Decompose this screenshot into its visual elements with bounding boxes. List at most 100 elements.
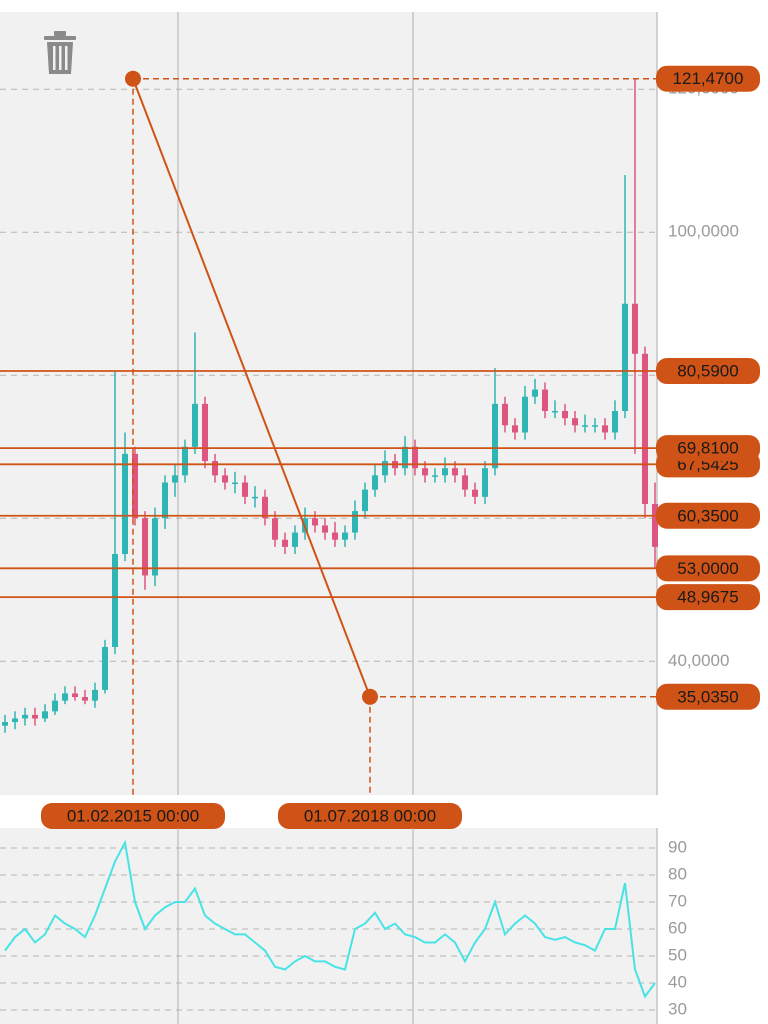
candle-body: [492, 403, 498, 469]
candle-body: [52, 700, 58, 712]
candle-body: [132, 453, 138, 519]
price-pill: [656, 435, 760, 462]
candle-body: [512, 425, 518, 433]
candle-body: [442, 468, 448, 476]
candle-body: [82, 697, 88, 701]
candle-body: [162, 482, 168, 519]
date-pill: [41, 803, 225, 829]
candle-body: [322, 525, 328, 533]
candle-body: [152, 518, 158, 576]
candle-body: [332, 532, 338, 540]
candle-body: [362, 489, 368, 512]
candle-body: [642, 353, 648, 504]
price-pill: [656, 502, 760, 529]
candle-body: [452, 468, 458, 476]
candle-body: [372, 475, 378, 490]
chart-layer: 40,000060,000080,0000100,0000120,000080,…: [0, 12, 760, 1024]
candle-body: [122, 453, 128, 555]
candle-body: [592, 425, 598, 427]
date-pill-label: 01.07.2018 00:00: [304, 806, 436, 825]
candle-body: [282, 539, 288, 547]
candle-body: [242, 482, 248, 497]
trash-icon[interactable]: [44, 31, 76, 74]
price-pill: [656, 683, 760, 710]
price-pill-label: 48,9675: [677, 588, 738, 607]
candle-body: [562, 411, 568, 419]
candle-body: [462, 475, 468, 490]
candle-body: [72, 693, 78, 698]
y-tick-label: 100,0000: [668, 222, 739, 241]
candle-body: [42, 711, 48, 719]
candle-body: [212, 461, 218, 476]
trendline: [132, 78, 371, 698]
y-tick-label: 30: [668, 999, 687, 1018]
candle-body: [412, 446, 418, 469]
candle-body: [262, 496, 268, 519]
candle-body: [22, 714, 28, 719]
candle-body: [532, 389, 538, 397]
price-pill: [656, 358, 760, 385]
price-pill-label: 53,0000: [677, 559, 738, 578]
candle-body: [192, 403, 198, 447]
date-pill-label: 01.02.2015 00:00: [67, 806, 199, 825]
y-tick-label: 60: [668, 918, 687, 937]
price-pill: [656, 555, 760, 582]
candle-body: [342, 532, 348, 540]
rsi-panel: [0, 828, 657, 1024]
candle-body: [222, 475, 228, 483]
candle-body: [352, 511, 358, 533]
price-pill-label: 60,3500: [677, 506, 738, 525]
y-tick-label: 50: [668, 945, 687, 964]
candle-body: [252, 496, 258, 499]
candle-body: [422, 468, 428, 476]
candle-body: [232, 482, 238, 485]
candle-body: [542, 389, 548, 412]
price-pill-label: 69,8100: [677, 439, 738, 458]
price-pill-label: 121,4700: [673, 69, 744, 88]
price-pill: [656, 584, 760, 611]
candle-body: [382, 461, 388, 476]
candle-body: [12, 718, 18, 723]
price-pill-label: 35,0350: [677, 687, 738, 706]
candle-body: [172, 475, 178, 483]
y-tick-label: 40: [668, 972, 687, 991]
candle-body: [582, 425, 588, 427]
y-tick-label: 40,0000: [668, 651, 729, 670]
candle-body: [312, 518, 318, 526]
candle-body: [62, 693, 68, 701]
candle-body: [292, 532, 298, 547]
price-panel: [0, 12, 657, 795]
trend-handle[interactable]: [125, 70, 141, 87]
candle-body: [522, 396, 528, 433]
candle-body: [182, 446, 188, 476]
candle-body: [112, 554, 118, 647]
candle-body: [482, 468, 488, 497]
candle-body: [432, 475, 438, 477]
candle-body: [142, 518, 148, 576]
candle-body: [92, 689, 98, 701]
candle-body: [572, 418, 578, 426]
candle-body: [102, 646, 108, 690]
candle-body: [622, 303, 628, 412]
candle-body: [602, 425, 608, 433]
candle-body: [2, 722, 8, 726]
candle-body: [402, 446, 408, 469]
trend-handle[interactable]: [362, 688, 378, 705]
candle-body: [612, 411, 618, 433]
price-pill: [656, 65, 760, 92]
candle-body: [32, 714, 38, 719]
y-tick-label: 70: [668, 891, 687, 910]
y-tick-label: 80: [668, 864, 687, 883]
candle-body: [202, 403, 208, 462]
rsi-line: [4, 839, 656, 999]
y-tick-label: 90: [668, 837, 687, 856]
candle-body: [472, 489, 478, 497]
candle-body: [652, 503, 658, 547]
candle-body: [552, 411, 558, 413]
date-pill: [278, 803, 462, 829]
candle-body: [272, 518, 278, 540]
price-pill-label: 80,5900: [677, 362, 738, 381]
candle-body: [502, 403, 508, 426]
candle-body: [632, 303, 638, 354]
